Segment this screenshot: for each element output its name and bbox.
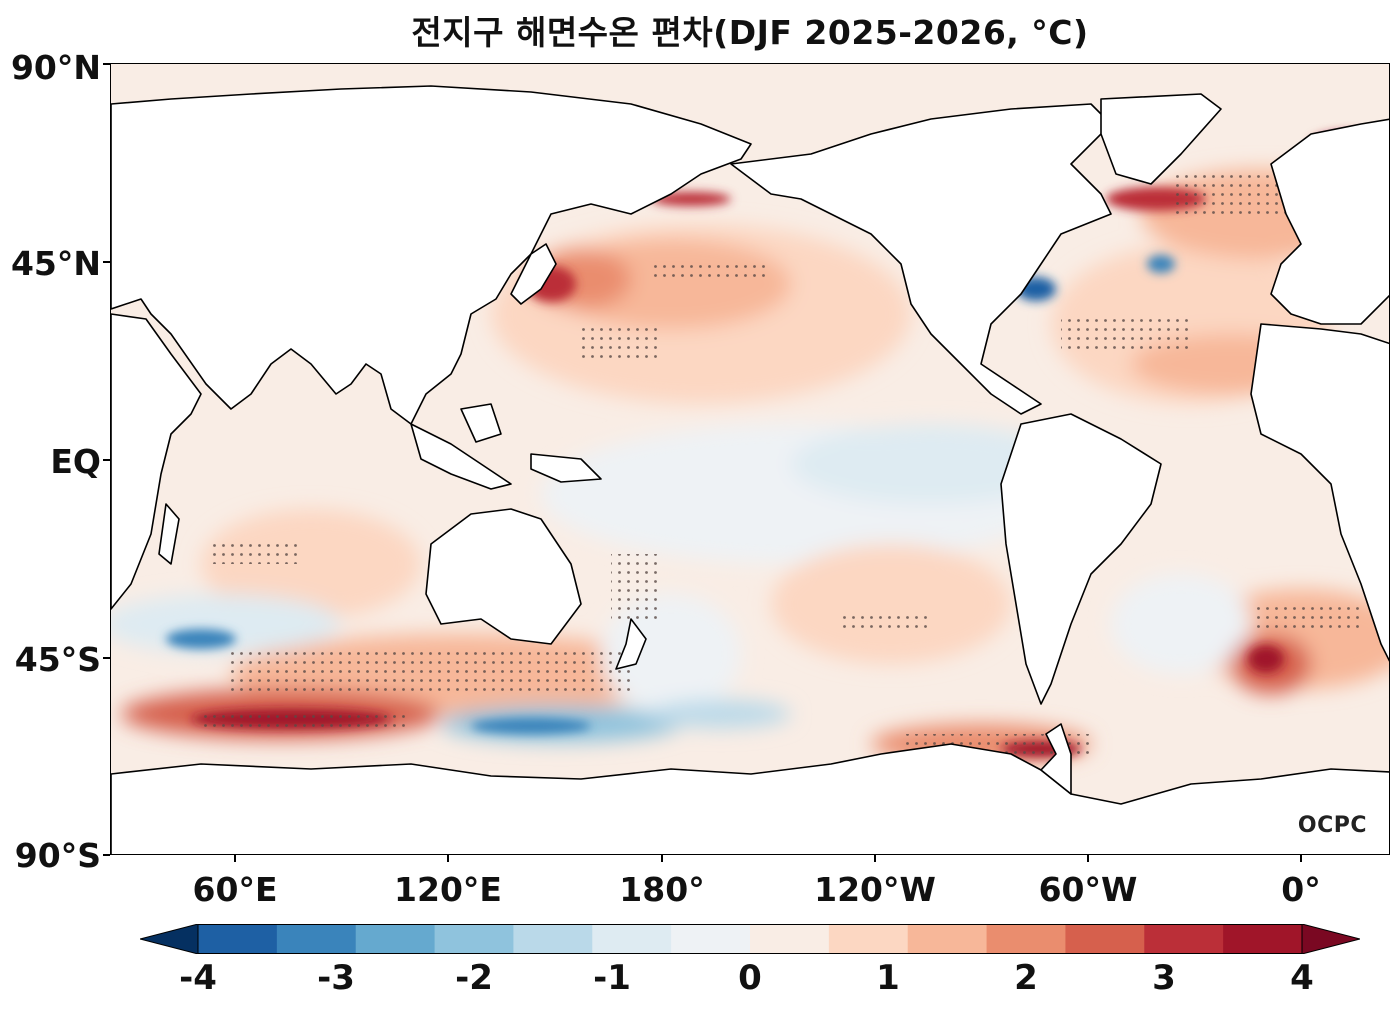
anomaly-field bbox=[1111, 574, 1251, 674]
significance-stipple bbox=[651, 259, 771, 279]
landmass-europe bbox=[1270, 118, 1389, 325]
anomaly-field bbox=[1147, 255, 1175, 273]
landmass-north-america bbox=[730, 103, 1112, 415]
colorbar-label: 1 bbox=[876, 958, 900, 998]
lon-label-180: 180° bbox=[619, 870, 705, 909]
colorbar-extend-low bbox=[140, 924, 199, 954]
colorbar-border bbox=[197, 924, 1303, 954]
colorbar-segment bbox=[276, 924, 357, 954]
colorbar-segment bbox=[907, 924, 988, 954]
colorbar-segment bbox=[986, 924, 1066, 954]
x-tick bbox=[1087, 855, 1089, 862]
colorbar-label: -4 bbox=[179, 958, 217, 998]
colorbar-label: 3 bbox=[1152, 958, 1176, 998]
lon-label-0: 0° bbox=[1281, 870, 1321, 909]
landmass-eurasia bbox=[111, 85, 752, 425]
landmass-africa-west bbox=[1250, 323, 1389, 662]
colorbar-segment bbox=[434, 924, 514, 954]
significance-stipple bbox=[1251, 604, 1361, 634]
y-tick bbox=[103, 261, 110, 263]
x-tick bbox=[447, 855, 449, 862]
x-tick bbox=[874, 855, 876, 862]
lat-label-45s: 45°S bbox=[14, 640, 101, 679]
lat-label-90s: 90°S bbox=[14, 836, 101, 875]
landmass-africa bbox=[111, 313, 202, 610]
landmass-antarctic-peninsula bbox=[1040, 723, 1072, 795]
anomaly-field bbox=[1248, 645, 1284, 673]
anomaly-field bbox=[651, 192, 731, 206]
landmass-japan bbox=[510, 243, 557, 305]
significance-stipple bbox=[231, 649, 631, 694]
x-tick bbox=[234, 855, 236, 862]
colorbar-label: 0 bbox=[738, 958, 762, 998]
significance-stipple bbox=[211, 544, 301, 564]
colorbar-segment bbox=[513, 924, 593, 954]
anomaly-field bbox=[771, 544, 1011, 664]
lon-label-120w: 120°W bbox=[814, 870, 936, 909]
colorbar-segment bbox=[671, 924, 751, 954]
landmass-greenland bbox=[1100, 93, 1222, 185]
colorbar-label: -3 bbox=[317, 958, 355, 998]
anomaly-field bbox=[471, 718, 591, 734]
landmass-new-zealand bbox=[615, 618, 647, 670]
colorbar-segment bbox=[1223, 924, 1303, 954]
y-tick bbox=[103, 657, 110, 659]
significance-stipple bbox=[611, 554, 661, 624]
lon-label-120e: 120°E bbox=[394, 870, 502, 909]
lon-label-60w: 60°W bbox=[1038, 870, 1138, 909]
anomaly-field bbox=[201, 509, 421, 619]
colorbar-label: -1 bbox=[593, 958, 631, 998]
landmass-antarctica bbox=[111, 743, 1389, 854]
landmass-new-guinea bbox=[530, 453, 602, 483]
significance-stipple bbox=[1061, 319, 1191, 354]
lon-label-60e: 60°E bbox=[192, 870, 278, 909]
colorbar-label: 4 bbox=[1290, 958, 1314, 998]
map-title: 전지구 해면수온 편차(DJF 2025-2026, °C) bbox=[411, 13, 1089, 52]
y-tick bbox=[103, 63, 110, 65]
sst-anomaly-map: OCPC bbox=[110, 63, 1390, 855]
landmass-south-america bbox=[1000, 413, 1162, 705]
colorbar-segment bbox=[1144, 924, 1224, 954]
colorbar-label: 2 bbox=[1014, 958, 1038, 998]
significance-stipple bbox=[841, 614, 931, 634]
colorbar-segment bbox=[828, 924, 909, 954]
y-tick bbox=[103, 854, 110, 856]
lat-label-90n: 90°N bbox=[10, 48, 101, 87]
y-tick bbox=[103, 459, 110, 461]
anomaly-field bbox=[651, 700, 791, 728]
x-tick bbox=[1300, 855, 1302, 862]
colorbar-segment bbox=[198, 924, 278, 954]
colorbar-label: -2 bbox=[455, 958, 493, 998]
lat-label-45n: 45°N bbox=[10, 244, 101, 283]
landmass-madagascar bbox=[158, 503, 180, 565]
x-tick bbox=[661, 855, 663, 862]
colorbar-segment bbox=[592, 924, 672, 954]
lat-label-eq: EQ bbox=[50, 442, 101, 481]
ocpc-logo: OCPC bbox=[1297, 813, 1367, 838]
significance-stipple bbox=[581, 324, 661, 364]
colorbar-extend-high bbox=[1301, 924, 1360, 954]
colorbar-segment bbox=[1065, 924, 1145, 954]
anomaly-field bbox=[166, 629, 236, 649]
landmass-australia bbox=[425, 508, 582, 645]
colorbar-segment bbox=[355, 924, 436, 954]
colorbar-segment bbox=[750, 924, 830, 954]
colorbar bbox=[140, 924, 1360, 954]
landmass-indonesia bbox=[410, 423, 512, 490]
significance-stipple bbox=[201, 709, 411, 729]
landmass-borneo bbox=[460, 403, 502, 443]
